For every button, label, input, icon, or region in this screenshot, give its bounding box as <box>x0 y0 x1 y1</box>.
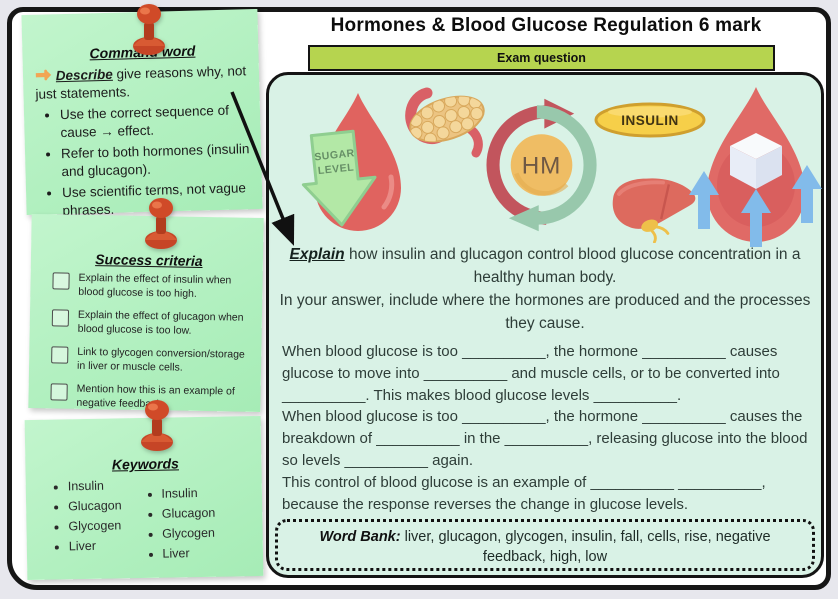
liver-icon <box>612 178 696 243</box>
word-bank-label: Word Bank: <box>319 529 401 545</box>
cloze-paragraph-3: This control of blood glucose is an exam… <box>282 473 766 513</box>
keyword-item: Insulin <box>161 485 215 503</box>
svg-text:HM: HM <box>522 152 562 179</box>
criteria-text: Explain the effect of glucagon when bloo… <box>77 308 244 337</box>
criteria-checkbox[interactable] <box>51 346 69 364</box>
keywords-column-1: Insulin Glucagon Glycogen Liver <box>68 477 123 567</box>
cloze-section: When blood glucose is too __________, th… <box>282 341 817 515</box>
question-text: Explain how insulin and glucagon control… <box>275 243 815 335</box>
pointing-finger-icon <box>35 68 52 81</box>
sugar-level-down-arrow: SUGAR LEVEL <box>301 129 377 227</box>
keywords-title: Keywords <box>111 455 179 473</box>
exam-question-banner-label: Exam question <box>497 51 586 65</box>
push-pin-icon <box>141 400 173 451</box>
explain-keyword: Explain <box>289 246 345 263</box>
push-pin-icon <box>145 198 177 249</box>
pancreas-icon <box>405 87 485 158</box>
keyword-item: Liver <box>69 537 123 555</box>
criteria-checkbox[interactable] <box>52 272 70 290</box>
command-word-note: Command word Describe give reasons why, … <box>21 8 263 218</box>
svg-text:SUGAR: SUGAR <box>314 147 355 163</box>
criteria-checkbox[interactable] <box>50 383 68 401</box>
page-title: Hormones & Blood Glucose Regulation 6 ma… <box>330 15 762 36</box>
question-line-2: In your answer, include where the hormon… <box>279 292 811 332</box>
keyword-item: Glycogen <box>68 517 122 535</box>
keyword-item: Liver <box>162 545 216 563</box>
keywords-column-2: Insulin Glucagon Glycogen Liver <box>161 485 216 566</box>
keywords-columns: Insulin Glucagon Glycogen Liver Insulin … <box>38 475 256 568</box>
insulin-pill-icon: INSULIN <box>594 102 706 138</box>
keyword-item: Insulin <box>68 477 122 495</box>
keyword-item: Glycogen <box>162 525 216 543</box>
exam-question-banner: Exam question <box>308 45 775 71</box>
criteria-text: Explain the effect of insulin when blood… <box>78 271 232 300</box>
word-bank: Word Bank: liver, glucagon, glycogen, in… <box>275 519 815 571</box>
sugar-cube-icon <box>730 133 782 189</box>
cloze-paragraph-1: When blood glucose is too __________, th… <box>282 343 780 404</box>
cloze-paragraph-2: When blood glucose is too __________, th… <box>282 408 808 469</box>
push-pin-icon <box>133 4 165 55</box>
keyword-item: Glucagon <box>162 505 216 523</box>
criteria-item: Explain the effect of insulin when blood… <box>52 271 252 301</box>
criteria-checkbox[interactable] <box>51 309 70 327</box>
criteria-item: Explain the effect of glucagon when bloo… <box>51 308 252 338</box>
annotation-arrow-icon <box>230 91 295 246</box>
glucose-up-arrows <box>689 165 822 247</box>
blood-drop-glucose-rising-icon <box>689 87 822 247</box>
exam-question-box: SUGAR LEVEL HM INSULIN <box>266 72 824 578</box>
hormone-cycle-icon: HM <box>486 98 597 232</box>
criteria-item: Link to glycogen conversion/storage in l… <box>51 345 251 375</box>
question-intro: how insulin and glucagon control blood g… <box>344 246 801 286</box>
keyword-item: Glucagon <box>68 497 122 515</box>
command-word-keyword: Describe <box>55 66 114 84</box>
word-bank-words: liver, glucagon, glycogen, insulin, fall… <box>400 529 771 565</box>
blood-drop-sugar-falling-icon: SUGAR LEVEL <box>301 93 401 231</box>
question-line-1: Explain how insulin and glucagon control… <box>275 243 815 289</box>
svg-text:INSULIN: INSULIN <box>621 113 679 128</box>
command-word-intro: Describe give reasons why, not just stat… <box>35 62 252 104</box>
criteria-text: Link to glycogen conversion/storage in l… <box>76 345 245 374</box>
svg-text:LEVEL: LEVEL <box>317 161 354 177</box>
